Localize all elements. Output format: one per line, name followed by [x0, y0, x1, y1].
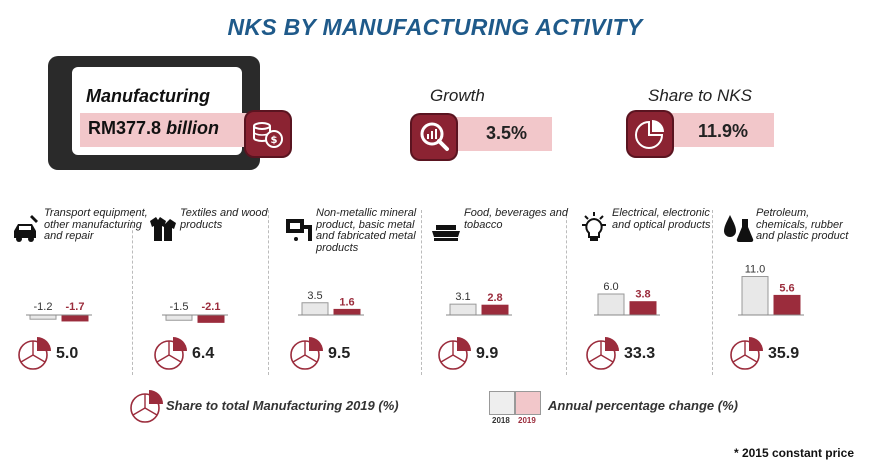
bar-2018 — [301, 302, 329, 316]
legend-pie-icon — [128, 388, 166, 431]
oil-flask-icon — [724, 215, 754, 243]
share-pie-icon — [16, 335, 54, 378]
growth-value: 3.5% — [486, 123, 528, 143]
clothing-icon — [150, 217, 176, 241]
bar-2019 — [333, 308, 361, 316]
bar-value-label: 11.0 — [745, 264, 766, 276]
legend-share-label: Share to total Manufacturing 2019 (%) — [166, 398, 399, 413]
share-value: 33.3 — [624, 345, 656, 362]
share-pie-icon — [152, 335, 190, 378]
bar-value-label: 3.5 — [307, 290, 322, 302]
bar-chart: 6.0 3.8 — [594, 281, 660, 316]
manufacturing-label: Manufacturing — [86, 86, 210, 106]
bar-value-label: -1.5 — [170, 301, 189, 313]
bar-2018 — [741, 276, 769, 316]
bar-chart: 3.5 1.6 — [298, 290, 364, 316]
bar-2019 — [481, 304, 509, 316]
sector-name: Electrical, electronic and optical produ… — [612, 207, 711, 231]
page-title: NKS BY MANUFACTURING ACTIVITY — [227, 14, 643, 40]
divider — [566, 210, 567, 375]
svg-text:$: $ — [271, 135, 278, 146]
share-label: Share to NKS — [648, 86, 752, 105]
share-value: 11.9% — [698, 121, 749, 141]
legend-change-label: Annual percentage change (%) — [548, 398, 738, 413]
car-wrench-icon — [14, 215, 38, 242]
bar-value-label: 3.8 — [635, 289, 650, 301]
share-value: 5.0 — [56, 345, 79, 362]
bar-2019 — [773, 294, 801, 316]
share-value: 35.9 — [768, 345, 800, 362]
bar-value-label: -1.7 — [66, 301, 85, 313]
bar-2019 — [629, 301, 657, 316]
share-pie-icon — [436, 335, 474, 378]
pie-chart-icon — [628, 112, 672, 156]
bar-value-label: 1.6 — [339, 296, 354, 308]
manufacturing-value: RM377.8 billion — [88, 118, 220, 138]
legend-2019-label: 2019 — [518, 416, 536, 425]
bar-chart: 3.1 2.8 — [446, 291, 512, 316]
share-pie-icon — [288, 335, 326, 378]
bar-2018 — [165, 314, 193, 321]
legend-2019-swatch — [515, 391, 541, 415]
legend-2018-label: 2018 — [492, 416, 510, 425]
share-value: 6.4 — [192, 345, 215, 362]
bar-value-label: 5.6 — [779, 282, 794, 294]
divider — [712, 210, 713, 375]
bar-value-label: -1.2 — [34, 301, 53, 313]
magnifier-chart-icon — [412, 115, 456, 159]
footnote: * 2015 constant price — [733, 446, 854, 460]
legend-2018-swatch — [489, 391, 515, 415]
bar-value-label: 6.0 — [603, 281, 618, 293]
sector-textiles: Textiles and wood products -1.5 -2.1 6.4 — [146, 205, 286, 390]
sector-name: Petroleum, chemicals, rubber and plastic… — [756, 207, 849, 242]
sector-name: Non-metallic mineral product, basic meta… — [316, 207, 417, 254]
bar-value-label: -2.1 — [202, 301, 221, 313]
bar-value-label: 2.8 — [487, 292, 502, 304]
lightbulb-icon — [582, 212, 606, 241]
share-value: 9.9 — [476, 345, 499, 362]
bar-chart: -1.2 -1.7 — [26, 301, 92, 322]
bar-value-label: 3.1 — [455, 291, 470, 303]
bar-2019 — [61, 314, 89, 322]
growth-label: Growth — [430, 86, 485, 105]
divider — [421, 210, 422, 375]
divider — [268, 210, 269, 375]
share-pie-icon — [584, 335, 622, 378]
bar-2018 — [597, 293, 625, 316]
share-pie-icon — [728, 335, 766, 378]
welding-icon — [286, 219, 312, 241]
divider — [132, 210, 133, 375]
bar-chart: 11.0 5.6 — [738, 264, 804, 316]
sector-name: Textiles and wood products — [180, 207, 268, 231]
sector-name: Food, beverages and tobacco — [464, 207, 568, 231]
sector-electrical: Electrical, electronic and optical produ… — [578, 205, 718, 390]
share-value: 9.5 — [328, 345, 351, 362]
coins-money-icon: $ — [246, 112, 290, 156]
bar-2018 — [29, 314, 57, 320]
sector-name: Transport equipment, other manufacturing… — [44, 207, 148, 242]
sector-metal: Non-metallic mineral product, basic meta… — [282, 205, 422, 390]
bar-2018 — [449, 303, 477, 316]
bar-chart: -1.5 -2.1 — [162, 301, 228, 323]
manufacturing-value-bar — [80, 113, 248, 147]
sector-petroleum: Petroleum, chemicals, rubber and plastic… — [722, 205, 862, 390]
bar-2019 — [197, 314, 225, 323]
sector-food: Food, beverages and tobacco 3.1 2.8 9.9 — [430, 205, 570, 390]
sector-transport: Transport equipment, other manufacturing… — [10, 205, 150, 390]
food-tray-icon — [432, 225, 460, 241]
